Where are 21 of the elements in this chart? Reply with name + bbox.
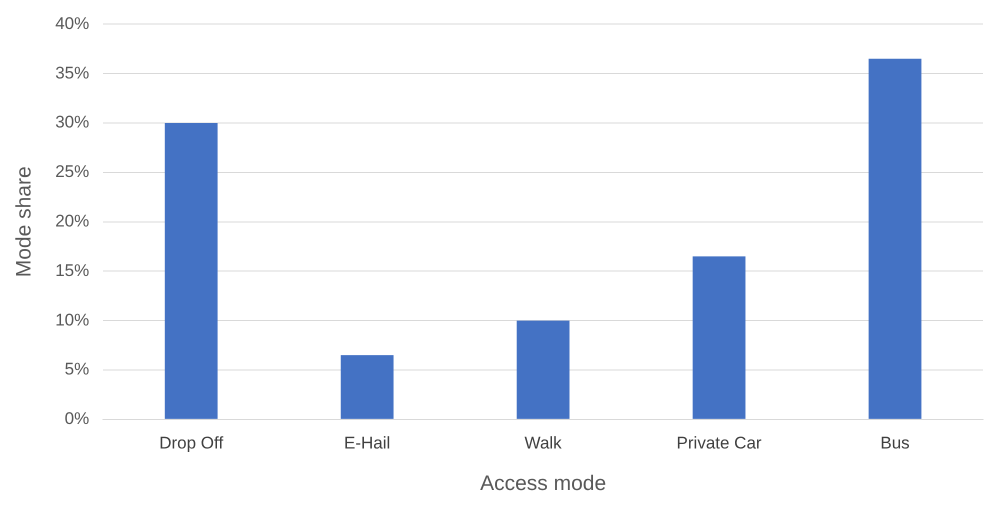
y-tick-label: 40% (55, 14, 90, 33)
y-tick-label: 25% (55, 162, 90, 182)
y-tick-label: 35% (55, 63, 90, 82)
y-axis-title: Mode share (12, 166, 36, 278)
bar (516, 320, 570, 419)
y-tick-label: 0% (64, 409, 90, 428)
x-axis-title: Access mode (480, 472, 606, 496)
x-tick-label: E-Hail (344, 433, 390, 452)
y-tick-label: 20% (55, 211, 90, 230)
x-tick-label: Bus (880, 433, 910, 452)
y-tick-label: 15% (55, 260, 90, 280)
y-tick-label: 5% (64, 360, 90, 379)
bar (164, 123, 218, 419)
bar (340, 355, 394, 419)
bar (692, 256, 746, 419)
bar (868, 58, 922, 419)
y-tick-label: 10% (55, 310, 90, 330)
x-tick-label: Walk (524, 433, 562, 452)
x-tick-label: Private Car (676, 433, 762, 452)
x-tick-label: Drop Off (159, 433, 224, 452)
y-tick-label: 30% (55, 112, 90, 132)
